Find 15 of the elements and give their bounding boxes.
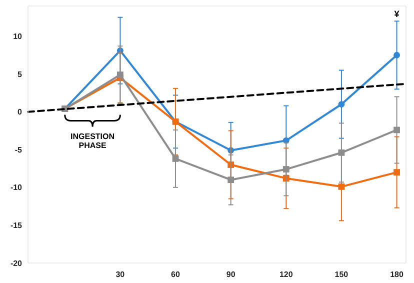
y-tick-label: -5	[14, 145, 23, 154]
y-tick-label: -20	[10, 258, 23, 268]
annotation: ¥	[394, 9, 400, 20]
y-tick-label: 10	[13, 32, 23, 42]
y-tick-label: -10	[10, 183, 23, 192]
annotation: INGESTION PHASE	[70, 132, 115, 150]
y-tick-label: -15	[10, 221, 23, 230]
x-tick-label: 90	[226, 270, 236, 279]
y-tick-label: 5	[18, 70, 23, 79]
x-tick-label: 150	[334, 270, 349, 279]
y-tick-label: 0	[18, 108, 23, 117]
x-tick-label: 120	[279, 270, 294, 279]
x-tick-label: 60	[171, 270, 181, 279]
x-tick-label: 30	[116, 270, 126, 279]
x-tick-label: 180	[390, 270, 404, 279]
